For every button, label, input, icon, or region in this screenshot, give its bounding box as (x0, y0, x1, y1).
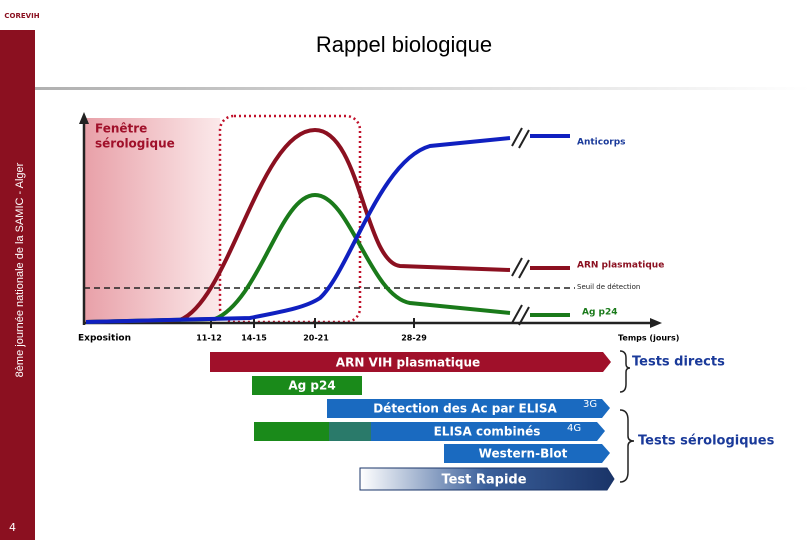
test-bar (210, 352, 611, 372)
test-bar (252, 376, 362, 395)
x-arrow (650, 318, 662, 328)
test-bar (444, 444, 610, 463)
page-number: 4 (9, 521, 16, 534)
title: Rappel biologique (316, 32, 492, 57)
group-label: Tests sérologiques (638, 434, 775, 449)
group-label: Tests directs (632, 355, 725, 370)
antibody-curve (85, 134, 570, 324)
test-bar (327, 399, 610, 418)
x-tick-label: 11-12 (196, 334, 222, 343)
rna-curve (85, 127, 570, 324)
brace (619, 350, 631, 393)
y-arrow (79, 112, 89, 124)
test-bar (359, 467, 615, 491)
break (511, 304, 530, 326)
logo-bg (0, 0, 45, 30)
title-rule (35, 87, 810, 90)
test-label: Test Rapide (441, 473, 526, 488)
break (511, 257, 530, 279)
test-tag: 3G (583, 399, 597, 410)
window-label: Fenêtre (95, 122, 147, 136)
logo: COREVIH (4, 12, 39, 20)
x-tick-label: 28-29 (401, 334, 427, 343)
test-label: ELISA combinés (434, 425, 541, 439)
test-bar (329, 422, 371, 441)
brace (619, 409, 635, 483)
sidebar-text: 8ème journée nationale de la SAMIC - Alg… (14, 162, 26, 377)
sidebar (0, 0, 35, 540)
test-label: Détection des Ac par ELISA (373, 402, 557, 416)
test-label: Western-Blot (479, 447, 568, 461)
curve-label: Ag p24 (582, 308, 618, 318)
window-box (218, 114, 362, 324)
x-origin: Exposition (78, 334, 131, 344)
test-label: ARN VIH plasmatique (336, 356, 480, 370)
break (511, 127, 530, 149)
x-tick-label: 20-21 (303, 334, 329, 343)
test-bar (254, 422, 329, 441)
curve-label: Seuil de détection (577, 283, 640, 291)
test-tag: 4G (567, 423, 581, 434)
x-axis-label: Temps (jours) (618, 334, 679, 343)
window-label: sérologique (95, 137, 175, 151)
curve-label: ARN plasmatique (577, 261, 664, 271)
curve-label: Anticorps (577, 138, 626, 148)
test-bar (371, 422, 605, 441)
x-tick-label: 14-15 (241, 334, 267, 343)
test-label: Ag p24 (288, 379, 335, 393)
p24-curve (85, 192, 570, 324)
